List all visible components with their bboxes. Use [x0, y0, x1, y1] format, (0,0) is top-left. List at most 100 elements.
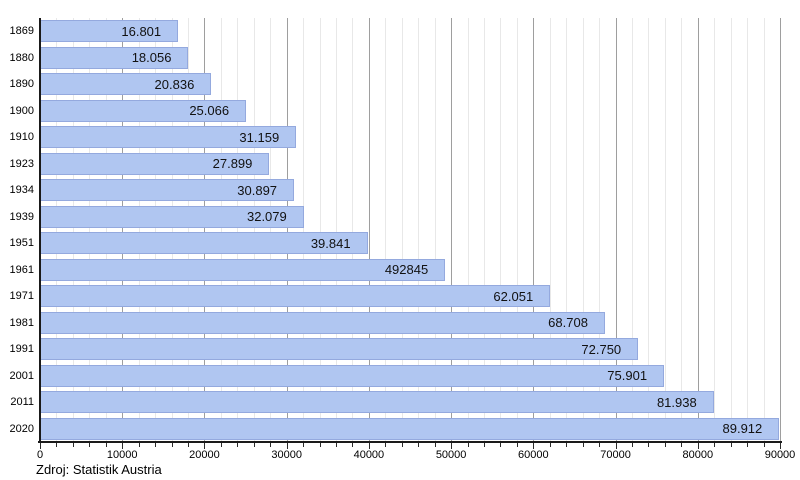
y-axis-label-1934: 1934 [9, 184, 34, 196]
x-minor-tick [434, 443, 436, 447]
minor-gridline [401, 18, 403, 442]
y-axis-label-1880: 1880 [9, 51, 34, 64]
minor-gridline [352, 18, 354, 442]
minor-gridline [516, 18, 518, 442]
x-minor-tick [484, 443, 485, 447]
x-major-tick [615, 443, 617, 449]
minor-gridline [188, 18, 189, 442]
y-axis-label-1869: 1869 [9, 25, 34, 37]
y-axis-label-1981: 1981 [9, 316, 34, 329]
x-minor-tick [155, 443, 157, 447]
minor-gridline [253, 18, 255, 442]
x-minor-tick [401, 443, 403, 447]
bar-2001: 75.901 [40, 364, 665, 387]
x-major-tick [780, 443, 781, 449]
minor-gridline [681, 18, 683, 442]
x-minor-tick [418, 443, 420, 447]
major-gridline [368, 18, 370, 442]
x-minor-tick [566, 443, 568, 447]
minor-gridline [270, 18, 272, 442]
y-axis-label-2011: 2011 [10, 396, 34, 408]
x-minor-tick [763, 443, 765, 447]
bar-1880: 18.056 [40, 46, 189, 69]
bar-1991: 72.750 [40, 338, 639, 360]
y-axis-label-2020: 2020 [9, 422, 34, 435]
x-minor-tick [385, 443, 387, 447]
bar-value-label: 20.836 [154, 76, 195, 92]
x-axis-tick-label: 20000 [189, 449, 220, 461]
x-major-tick [40, 443, 41, 449]
bar-value-label: 18.056 [131, 50, 172, 65]
x-minor-tick [730, 443, 732, 447]
plot-area: 16.801 18.056 20.836 25.066 31.159 27.899 30.8… [40, 18, 781, 442]
x-minor-tick [500, 443, 502, 447]
x-minor-tick [105, 443, 107, 447]
bar-value-label: 39.841 [310, 235, 351, 251]
bar-1934: 30.897 [40, 179, 295, 201]
major-gridline [697, 18, 699, 442]
x-minor-tick [747, 443, 749, 447]
minor-gridline [72, 18, 74, 442]
x-minor-tick [319, 443, 321, 447]
x-axis-tick-label: 10000 [106, 449, 138, 461]
x-minor-tick [599, 443, 601, 447]
minor-gridline [500, 18, 502, 442]
minor-gridline [599, 18, 601, 442]
x-minor-tick [336, 443, 337, 447]
x-minor-tick [220, 443, 222, 447]
bar-value-label: 492845 [384, 262, 429, 277]
minor-gridline [582, 18, 584, 442]
bar-1981: 68.708 [40, 311, 605, 334]
minor-gridline [155, 18, 157, 442]
y-axis-label-1900: 1900 [9, 104, 34, 117]
x-minor-tick [138, 443, 140, 447]
y-axis-label-1890: 1890 [9, 78, 34, 90]
minor-gridline [632, 18, 633, 442]
x-minor-tick [56, 443, 58, 447]
x-minor-tick [648, 443, 650, 447]
y-axis-label-1910: 1910 [9, 131, 34, 143]
source-caption: Zdroj: Statistik Austria [36, 462, 162, 477]
minor-gridline [89, 18, 91, 442]
minor-gridline [418, 18, 420, 442]
bar-value-label: 68.708 [548, 315, 588, 330]
minor-gridline [664, 18, 666, 442]
minor-gridline [484, 18, 485, 442]
minor-gridline [730, 18, 732, 442]
x-minor-tick [632, 443, 633, 447]
bar-1890: 20.836 [40, 73, 212, 95]
bar-value-label: 81.938 [656, 394, 697, 410]
minor-gridline [56, 18, 58, 442]
major-gridline [122, 18, 124, 442]
x-minor-tick [664, 443, 666, 447]
bar-1910: 31.159 [40, 126, 297, 148]
x-minor-tick [171, 443, 173, 447]
x-axis-tick-label: 50000 [435, 449, 467, 461]
bar-value-label: 25.066 [189, 103, 230, 118]
x-minor-tick [303, 443, 305, 447]
x-minor-tick [681, 443, 683, 447]
minor-gridline [237, 18, 239, 442]
x-minor-tick [467, 443, 469, 447]
y-axis-label-1951: 1951 [9, 237, 34, 249]
minor-gridline [434, 18, 436, 442]
x-major-tick [122, 443, 124, 449]
x-axis-tick-label: 80000 [682, 449, 714, 461]
x-major-tick [286, 443, 288, 449]
minor-gridline [138, 18, 140, 442]
x-major-tick [204, 443, 206, 449]
x-major-tick [451, 443, 453, 449]
bar-value-label: 62.051 [493, 288, 534, 304]
minor-gridline [763, 18, 765, 442]
x-minor-tick [549, 443, 551, 447]
bar-1971: 62.051 [40, 285, 551, 307]
bar-2011: 81.938 [40, 391, 714, 413]
minor-gridline [319, 18, 321, 442]
bar-1961: 492845 [40, 258, 446, 281]
y-axis-label-1923: 1923 [9, 157, 34, 170]
x-axis-tick-label: 60000 [518, 449, 549, 461]
minor-gridline [747, 18, 749, 442]
y-axis-line [39, 18, 41, 443]
minor-gridline [105, 18, 107, 442]
